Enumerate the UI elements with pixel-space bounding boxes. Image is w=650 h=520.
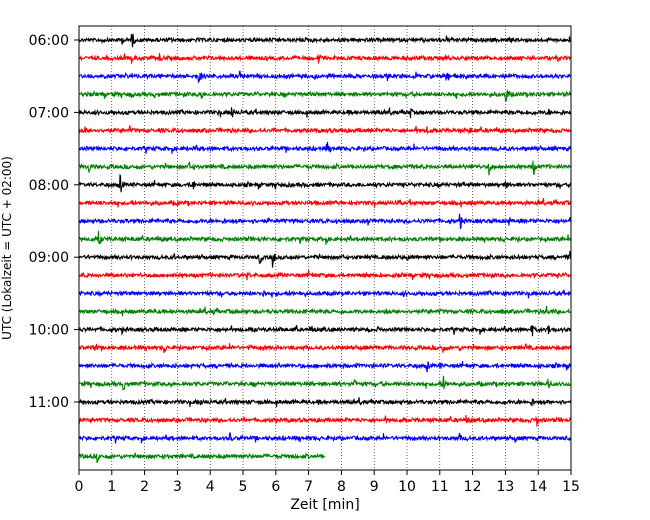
seismic-trace — [78, 141, 572, 154]
x-tick-label: 3 — [173, 479, 182, 495]
seismic-trace — [78, 125, 572, 135]
x-tick-label: 2 — [140, 479, 149, 495]
y-axis: 06:00 07:00 08:00 09:00 10:00 11:00 — [29, 33, 79, 411]
x-tick-label: 5 — [239, 479, 248, 495]
y-tick-label: 10:00 — [29, 323, 69, 339]
seismic-trace — [78, 432, 572, 444]
x-tick-label: 0 — [75, 479, 84, 495]
seismic-trace — [78, 451, 326, 463]
seismic-trace — [78, 89, 572, 102]
plot-frame — [78, 25, 572, 471]
seismic-trace — [78, 213, 572, 230]
seismic-trace — [78, 52, 572, 65]
x-tick-label: 15 — [562, 479, 580, 495]
x-tick-label: 10 — [398, 479, 416, 495]
seismic-trace — [78, 70, 572, 83]
seismic-trace — [78, 343, 572, 354]
seismic-trace — [78, 361, 572, 373]
x-tick-label: 11 — [431, 479, 449, 495]
y-tick-label: 08:00 — [29, 178, 69, 194]
x-tick-label: 14 — [529, 479, 547, 495]
seismic-trace — [78, 250, 572, 268]
x-tick-label: 1 — [107, 479, 116, 495]
seismic-trace — [78, 33, 572, 48]
x-tick-label: 4 — [206, 479, 215, 495]
y-tick-label: 07:00 — [29, 105, 69, 121]
seismic-trace — [78, 397, 572, 408]
x-tick-label: 7 — [304, 479, 313, 495]
y-axis-label: UTC (Lokalzeit = UTC + 02:00) — [0, 156, 14, 340]
seismic-trace — [78, 324, 572, 337]
seismic-trace — [78, 230, 572, 245]
plot-background — [79, 26, 571, 470]
y-tick-label: 06:00 — [29, 33, 69, 49]
seismic-trace — [78, 270, 572, 281]
seismic-trace — [78, 289, 572, 299]
seismic-trace — [78, 305, 572, 317]
x-tick-label: 12 — [464, 479, 482, 495]
trace-series — [78, 33, 572, 463]
x-axis: 0 1 2 3 4 5 6 7 8 9 10 11 12 13 14 15 — [75, 470, 580, 495]
y-tick-label: 11:00 — [29, 395, 69, 411]
seismic-trace — [78, 375, 572, 391]
seismic-trace — [78, 198, 572, 208]
x-tick-label: 13 — [496, 479, 514, 495]
y-tick-label: 09:00 — [29, 250, 69, 266]
seismic-trace — [78, 107, 572, 119]
x-tick-label: 6 — [271, 479, 280, 495]
seismic-trace — [78, 415, 572, 427]
x-tick-label: 8 — [337, 479, 346, 495]
x-tick-label: 9 — [370, 479, 379, 495]
seismic-trace — [78, 160, 572, 176]
seismic-trace — [78, 174, 572, 193]
x-axis-label: Zeit [min] — [290, 497, 359, 513]
